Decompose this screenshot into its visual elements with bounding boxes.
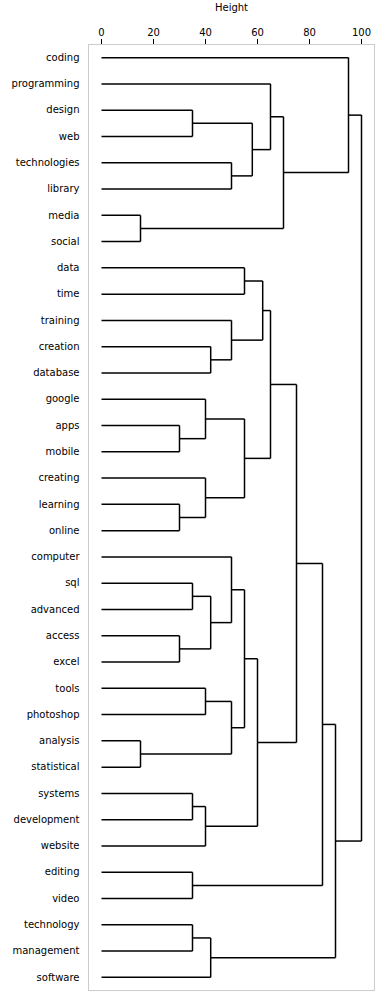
- svg-text:access: access: [46, 630, 80, 641]
- svg-text:data: data: [57, 262, 80, 273]
- svg-text:mobile: mobile: [46, 446, 80, 457]
- svg-text:design: design: [46, 104, 79, 115]
- svg-text:20: 20: [147, 27, 160, 38]
- svg-text:60: 60: [251, 27, 264, 38]
- svg-text:video: video: [52, 893, 79, 904]
- svg-text:library: library: [47, 183, 79, 194]
- svg-text:100: 100: [352, 27, 371, 38]
- svg-text:programming: programming: [12, 78, 80, 89]
- svg-text:coding: coding: [46, 52, 79, 63]
- svg-text:training: training: [41, 315, 80, 326]
- svg-text:learning: learning: [39, 499, 80, 510]
- svg-text:Height: Height: [215, 2, 248, 13]
- svg-text:online: online: [49, 525, 80, 536]
- svg-text:excel: excel: [53, 656, 79, 667]
- svg-text:time: time: [57, 288, 80, 299]
- svg-text:editing: editing: [45, 866, 80, 877]
- svg-text:creating: creating: [38, 472, 79, 483]
- svg-text:apps: apps: [55, 420, 79, 431]
- svg-text:database: database: [33, 367, 79, 378]
- svg-text:google: google: [46, 393, 80, 404]
- svg-text:analysis: analysis: [39, 735, 80, 746]
- svg-text:development: development: [14, 814, 80, 825]
- svg-text:sql: sql: [65, 577, 79, 588]
- svg-text:software: software: [37, 972, 80, 983]
- svg-text:computer: computer: [31, 551, 80, 562]
- svg-text:media: media: [48, 210, 79, 221]
- svg-text:80: 80: [303, 27, 316, 38]
- svg-text:management: management: [13, 945, 80, 956]
- svg-text:technology: technology: [24, 919, 80, 930]
- svg-text:photoshop: photoshop: [27, 709, 80, 720]
- svg-text:social: social: [51, 236, 80, 247]
- svg-text:systems: systems: [38, 788, 79, 799]
- svg-text:technologies: technologies: [16, 157, 80, 168]
- svg-text:tools: tools: [55, 683, 79, 694]
- svg-text:40: 40: [199, 27, 212, 38]
- svg-text:website: website: [41, 840, 80, 851]
- svg-text:creation: creation: [39, 341, 80, 352]
- svg-text:web: web: [59, 131, 80, 142]
- svg-text:0: 0: [98, 27, 104, 38]
- svg-text:statistical: statistical: [31, 761, 79, 772]
- svg-text:advanced: advanced: [31, 604, 80, 615]
